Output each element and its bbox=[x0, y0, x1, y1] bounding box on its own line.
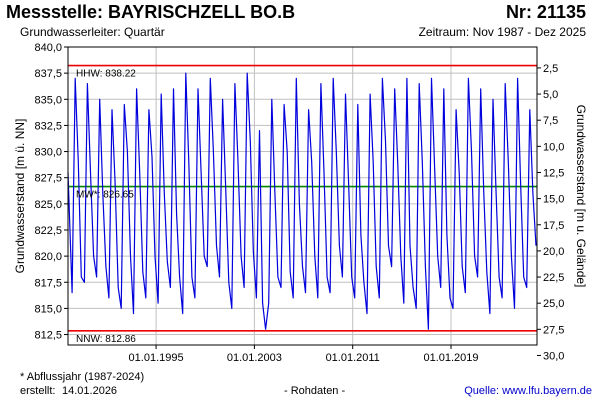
x-tick-label: 01.01.2011 bbox=[326, 352, 380, 364]
source-link[interactable]: Quelle: www.lfu.bayern.de bbox=[464, 385, 592, 397]
y-tick-label-left: 825,0 bbox=[34, 199, 62, 211]
y-axis-label-right: Grundwasserstand [m u. Gelände] bbox=[574, 105, 588, 288]
reference-labels: HHW: 838.22 MW*: 826.65 NNW: 812.86 bbox=[76, 69, 136, 345]
x-tick-label: 01.01.2019 bbox=[423, 352, 478, 364]
y-tick-label-left: 817,5 bbox=[34, 277, 62, 289]
y-tick-label-right: 2,5 bbox=[543, 63, 558, 75]
created-label: erstellt: bbox=[20, 385, 56, 397]
created-date: 14.01.2026 bbox=[62, 385, 118, 397]
y-tick-label-right: 12,5 bbox=[543, 167, 564, 179]
y-tick-label-left: 812,5 bbox=[34, 330, 62, 342]
y-tick-label-right: 25,0 bbox=[543, 298, 564, 310]
y-tick-label-left: 835,0 bbox=[34, 94, 62, 106]
station-title: Messstelle: BAYRISCHZELL BO.B bbox=[6, 2, 296, 22]
aquifer-label: Grundwasserleiter: Quartär bbox=[20, 25, 165, 39]
y-tick-label-left: 837,5 bbox=[34, 68, 62, 80]
y-tick-label-left: 815,0 bbox=[34, 303, 62, 315]
y-tick-label-left: 820,0 bbox=[34, 251, 62, 263]
y-tick-label-right: 10,0 bbox=[543, 141, 564, 153]
station-number: Nr: 21135 bbox=[505, 2, 586, 22]
y-tick-label-left: 830,0 bbox=[34, 147, 62, 159]
plot-frame bbox=[67, 46, 538, 346]
y-tick-label-left: 832,5 bbox=[34, 120, 62, 132]
reference-lines bbox=[68, 64, 537, 332]
reference-label: NNW: 812.86 bbox=[76, 334, 136, 345]
series-layer bbox=[67, 72, 537, 330]
data-type-label: - Rohdaten - bbox=[284, 385, 346, 397]
period-label: Zeitraum: Nov 1987 - Dez 2025 bbox=[418, 25, 586, 39]
y-tick-label-right: 27,5 bbox=[543, 324, 564, 336]
y-tick-label-left: 822,5 bbox=[34, 225, 62, 237]
x-tick-label: 01.01.2003 bbox=[227, 352, 282, 364]
axes: 812,5 815,0 817,5 820,0 822,5 825,0 827,5 830,0… bbox=[34, 42, 564, 364]
reference-label: HHW: 838.22 bbox=[76, 69, 136, 80]
y-tick-label-right: 30,0 bbox=[543, 350, 564, 362]
y-tick-label-right: 20,0 bbox=[543, 246, 564, 258]
y-tick-label-right: 17,5 bbox=[543, 220, 564, 232]
y-tick-label-right: 7,5 bbox=[543, 115, 558, 127]
y-tick-label-right: 22,5 bbox=[543, 272, 564, 284]
reference-label: MW*: 826.65 bbox=[76, 190, 134, 201]
y-axis-label-left: Grundwasserstand [m ü. NN] bbox=[13, 119, 27, 274]
x-tick-label: 01.01.1995 bbox=[129, 352, 184, 364]
y-tick-label-left: 827,5 bbox=[34, 173, 62, 185]
y-tick-label-right: 15,0 bbox=[543, 194, 564, 206]
footnote-abflussjahr: * Abflussjahr (1987-2024) bbox=[20, 371, 145, 383]
y-tick-label-right: 5,0 bbox=[543, 89, 558, 101]
groundwater-series-line bbox=[67, 72, 537, 330]
y-tick-label-left: 840,0 bbox=[34, 42, 62, 54]
